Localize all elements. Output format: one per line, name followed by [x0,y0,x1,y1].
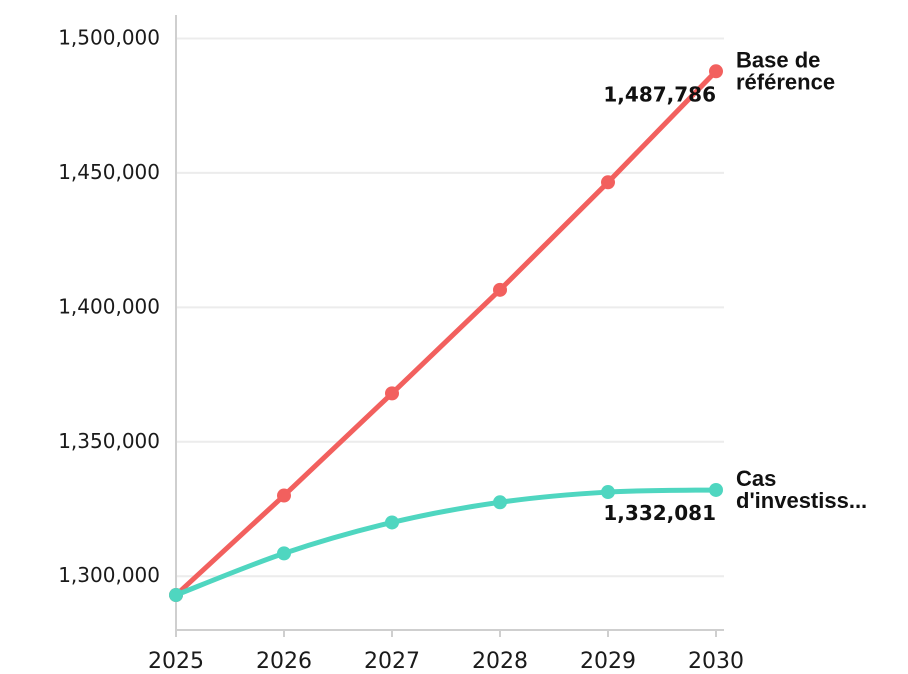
y-tick-label: 1,400,000 [58,294,160,318]
gridlines [176,37,724,578]
data-point-1[interactable] [169,588,183,603]
y-tick-label: 1,450,000 [58,160,160,184]
data-point-0[interactable] [493,282,507,297]
series-name-label-0: référence [736,69,835,94]
end-value-label-0: 1,487,786 [603,82,716,106]
data-point-1[interactable] [277,546,291,561]
series-name-label-1: Cas [736,466,776,491]
x-tick-label: 2030 [688,649,744,674]
data-point-1[interactable] [385,515,399,530]
series-name-label-1: d'investiss... [736,488,867,513]
labels-layer: 1,300,000 1,350,000 1,400,000 1,450,000 1,50… [58,25,867,674]
series-layer [169,64,723,603]
x-tick-label: 2028 [472,649,528,674]
data-point-0[interactable] [277,488,291,503]
end-value-label-1: 1,332,081 [603,501,716,525]
x-tick-label: 2027 [364,649,420,674]
x-tick-label: 2026 [256,649,312,674]
data-point-1[interactable] [601,485,615,500]
data-point-0[interactable] [385,386,399,401]
y-tick-label: 1,350,000 [58,429,160,453]
data-point-1[interactable] [493,495,507,510]
series-line-1 [173,487,719,598]
x-tick-label: 2025 [148,649,204,674]
series-line-0 [173,68,719,598]
data-point-1[interactable] [709,482,723,497]
series-name-label-0: Base de [736,47,820,72]
data-point-0[interactable] [709,64,723,79]
y-tick-label: 1,500,000 [58,25,160,49]
x-tick-label: 2029 [580,649,636,674]
data-point-0[interactable] [601,175,615,190]
y-tick-label: 1,300,000 [58,563,160,587]
axes [175,15,724,637]
